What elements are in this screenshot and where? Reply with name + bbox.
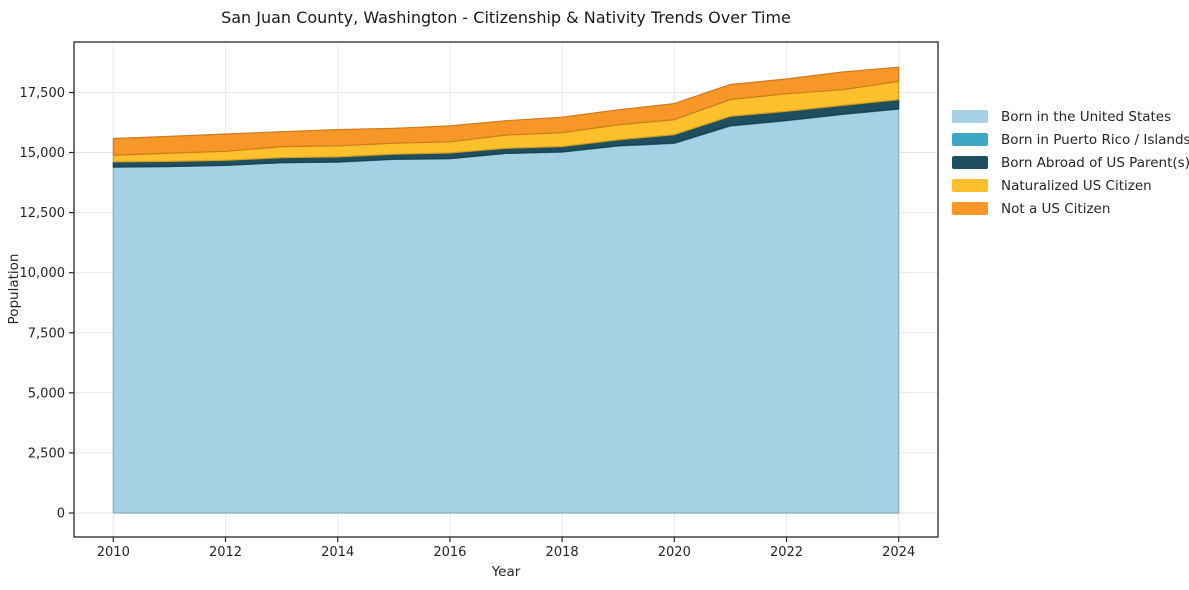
area-series-1 [112, 108, 900, 514]
x-tick-label: 2020 [658, 545, 691, 560]
y-tick-label: 2,500 [28, 446, 65, 461]
legend-item: Not a US Citizen [952, 197, 1189, 220]
legend-item: Naturalized US Citizen [952, 174, 1189, 197]
x-tick-label: 2018 [546, 545, 579, 560]
legend-swatch-icon [952, 202, 988, 215]
x-tick-label: 2010 [97, 545, 130, 560]
legend-label: Naturalized US Citizen [1001, 177, 1152, 194]
plot-border [73, 41, 939, 538]
y-tick-label: 10,000 [20, 266, 66, 281]
x-tick-label: 2024 [882, 545, 915, 560]
legend-label: Born in the United States [1001, 108, 1172, 125]
y-tick-label: 15,000 [20, 146, 66, 161]
area-series-5 [112, 66, 900, 156]
x-tick-label: 2014 [321, 545, 354, 560]
x-tick-label: 2016 [433, 545, 466, 560]
legend-item: Born Abroad of US Parent(s) [952, 151, 1189, 174]
y-tick-label: 7,500 [28, 326, 65, 341]
legend-swatch-icon [952, 133, 988, 146]
x-tick-label: 2022 [770, 545, 803, 560]
y-axis-label: Population [6, 253, 22, 325]
y-tick-label: 5,000 [28, 386, 65, 401]
x-tick-label: 2012 [209, 545, 242, 560]
legend-label: Born Abroad of US Parent(s) [1001, 154, 1189, 171]
y-tick-label: 12,500 [20, 206, 66, 221]
legend-label: Not a US Citizen [1001, 200, 1111, 217]
legend-item: Born in the United States [952, 105, 1189, 128]
y-tick-label: 17,500 [20, 86, 66, 101]
legend-swatch-icon [952, 179, 988, 192]
legend-swatch-icon [952, 110, 988, 123]
legend-item: Born in Puerto Rico / Islands [952, 128, 1189, 151]
legend-label: Born in Puerto Rico / Islands [1001, 131, 1189, 148]
legend: Born in the United States Born in Puerto … [952, 105, 1189, 220]
chart-title: San Juan County, Washington - Citizenshi… [221, 8, 791, 27]
legend-swatch-icon [952, 156, 988, 169]
x-axis-label: Year [491, 564, 521, 580]
y-tick-label: 0 [57, 507, 65, 522]
